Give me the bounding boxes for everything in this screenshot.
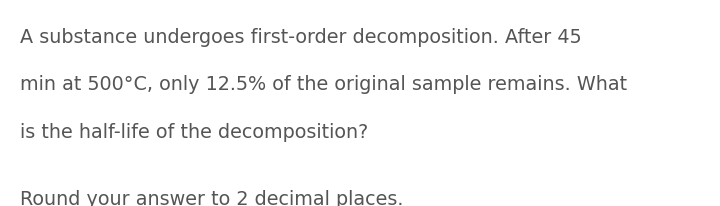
Text: is the half-life of the decomposition?: is the half-life of the decomposition? [20, 123, 369, 142]
Text: Round your answer to 2 decimal places.: Round your answer to 2 decimal places. [20, 190, 404, 206]
Text: A substance undergoes first-order decomposition. After 45: A substance undergoes first-order decomp… [20, 28, 582, 47]
Text: min at 500°C, only 12.5% of the original sample remains. What: min at 500°C, only 12.5% of the original… [20, 75, 627, 94]
